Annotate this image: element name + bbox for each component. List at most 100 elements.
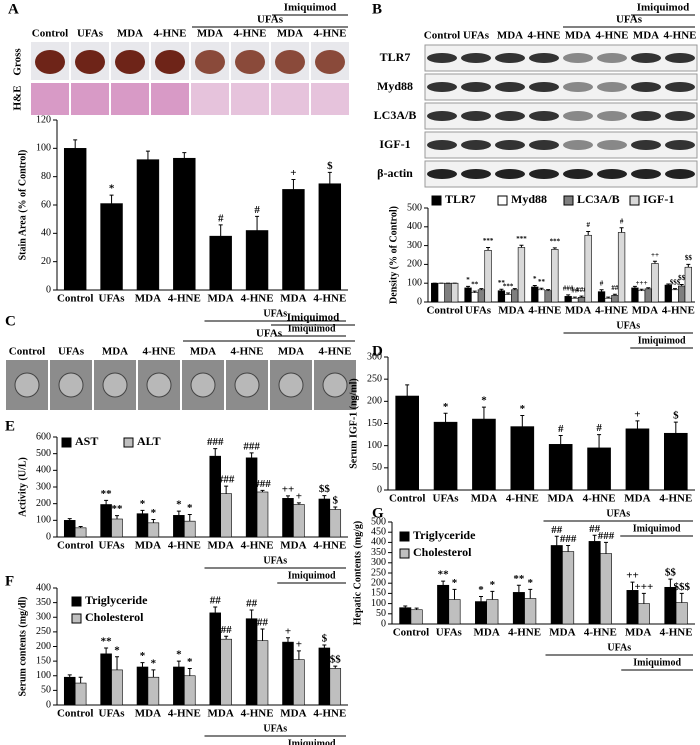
band bbox=[631, 82, 661, 92]
he-image bbox=[111, 83, 149, 115]
bar bbox=[537, 289, 546, 303]
error-bar bbox=[104, 499, 109, 505]
panel-letter: G bbox=[372, 505, 384, 521]
group-label: Imiquimod bbox=[288, 570, 336, 581]
x-tick-label: Control bbox=[57, 293, 93, 305]
band bbox=[563, 82, 593, 92]
significance: * bbox=[443, 401, 449, 413]
column-label: MDA bbox=[190, 346, 216, 358]
significance: $$$ bbox=[670, 278, 681, 286]
bar bbox=[587, 447, 611, 491]
significance: $ bbox=[673, 410, 679, 422]
column-label: 4-HNE bbox=[664, 30, 697, 42]
column-label: MDA bbox=[633, 30, 659, 42]
x-tick-label: UFAs bbox=[99, 708, 126, 720]
he-image bbox=[151, 83, 189, 115]
error-bar bbox=[679, 284, 684, 287]
organelle bbox=[58, 372, 84, 398]
band bbox=[665, 53, 695, 63]
bar bbox=[617, 232, 626, 303]
group-label: UFAs bbox=[257, 14, 284, 26]
significance: ## bbox=[246, 597, 258, 609]
x-tick-label: 4-HNE bbox=[508, 627, 541, 639]
significance: +++ bbox=[634, 581, 653, 593]
bar bbox=[511, 289, 519, 303]
y-tick-label: 200 bbox=[367, 396, 382, 407]
band bbox=[665, 111, 695, 121]
bar bbox=[293, 504, 305, 538]
column-label: 4-HNE bbox=[596, 30, 629, 42]
y-tick-label: 100 bbox=[36, 515, 51, 526]
bar bbox=[318, 183, 342, 291]
column-label: UFAs bbox=[463, 30, 490, 42]
column-label: 4-HNE bbox=[314, 28, 347, 40]
band bbox=[461, 53, 491, 63]
y-axis-label: Hepatic Contents (mg/g) bbox=[352, 521, 363, 625]
error-bar bbox=[666, 283, 671, 286]
significance: * bbox=[176, 499, 182, 511]
bar bbox=[147, 522, 160, 538]
bar bbox=[637, 290, 646, 303]
bar bbox=[437, 282, 445, 303]
y-tick-label: 0 bbox=[381, 618, 386, 629]
error-bar bbox=[606, 296, 611, 299]
y-tick-label: 80 bbox=[41, 171, 51, 182]
legend-swatch bbox=[71, 613, 82, 624]
bar bbox=[551, 249, 559, 303]
x-tick-label: MDA bbox=[135, 708, 161, 720]
legend-swatch bbox=[399, 548, 410, 559]
y-tick-label: 100 bbox=[36, 670, 51, 681]
he-image bbox=[31, 83, 69, 115]
error-bar bbox=[176, 660, 181, 667]
x-tick-label: MDA bbox=[280, 540, 306, 552]
x-tick-label: 4-HNE bbox=[583, 493, 616, 505]
he-image bbox=[231, 83, 269, 115]
bar bbox=[531, 286, 539, 303]
error-bar bbox=[612, 293, 617, 296]
x-tick-label: MDA bbox=[549, 627, 575, 639]
organelle bbox=[14, 372, 40, 398]
column-label: MDA bbox=[117, 28, 143, 40]
significance: ### bbox=[598, 530, 615, 542]
significance: # bbox=[218, 212, 224, 224]
bar bbox=[437, 584, 450, 625]
x-tick-label: 4-HNE bbox=[660, 627, 693, 639]
x-tick-label: 4-HNE bbox=[313, 293, 346, 305]
significance: ### bbox=[218, 474, 235, 486]
y-tick-label: 50 bbox=[372, 462, 382, 473]
band bbox=[495, 169, 525, 179]
bar bbox=[625, 428, 650, 491]
panel-letter: E bbox=[5, 418, 15, 434]
organelle bbox=[190, 372, 216, 398]
band bbox=[597, 140, 627, 150]
bar bbox=[451, 282, 459, 303]
bar bbox=[564, 296, 572, 303]
significance: $$ bbox=[330, 654, 342, 666]
bar bbox=[136, 513, 149, 538]
bar bbox=[136, 159, 160, 291]
band bbox=[631, 111, 661, 121]
group-label: Imiquimod bbox=[288, 323, 336, 334]
x-tick-label: MDA bbox=[135, 540, 161, 552]
band bbox=[529, 140, 559, 150]
legend-swatch bbox=[497, 195, 508, 206]
bar bbox=[184, 675, 196, 706]
y-tick-label: 250 bbox=[367, 373, 382, 384]
bar bbox=[448, 599, 461, 625]
significance: $ bbox=[327, 160, 333, 172]
error-bar bbox=[115, 656, 120, 670]
bar bbox=[245, 457, 258, 538]
y-tick-label: 100 bbox=[371, 598, 386, 609]
error-bar bbox=[499, 288, 504, 291]
error-bar bbox=[187, 514, 192, 522]
significance: # bbox=[596, 422, 602, 434]
row-label: β-actin bbox=[377, 166, 413, 180]
significance: # bbox=[600, 279, 604, 287]
y-axis-label: Serum IGF-1 (ng/ml) bbox=[348, 378, 359, 469]
error-bar bbox=[566, 294, 571, 297]
band bbox=[631, 53, 661, 63]
band bbox=[529, 82, 559, 92]
bar bbox=[678, 285, 686, 303]
x-tick-label: 4-HNE bbox=[313, 540, 346, 552]
error-bar bbox=[296, 502, 301, 505]
